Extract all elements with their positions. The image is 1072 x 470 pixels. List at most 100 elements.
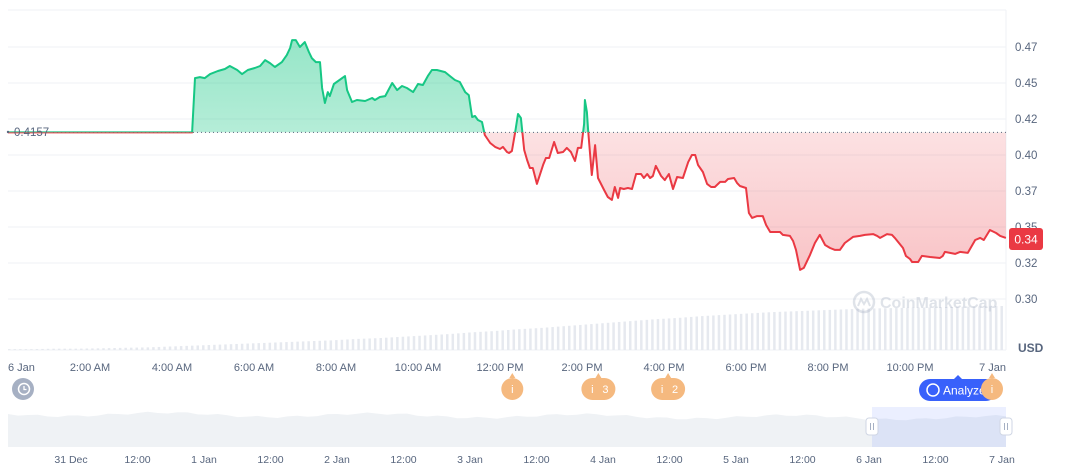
navigator-tick-label: 3 Jan (457, 454, 483, 466)
volume-bar (41, 348, 44, 350)
navigator-selection (872, 407, 1006, 447)
volume-bar (279, 342, 283, 350)
volume-bar (811, 310, 815, 350)
navigator-handle-right[interactable] (999, 417, 1013, 436)
x-tick-label: 4:00 AM (152, 362, 192, 374)
volume-bar (335, 340, 338, 350)
event-marker[interactable]: i (981, 373, 1003, 400)
volume-bar (501, 330, 504, 350)
volume-bar (579, 324, 582, 350)
volume-bar (895, 308, 898, 350)
history-button[interactable] (12, 378, 34, 400)
navigator-tick-label: 1 Jan (191, 454, 217, 466)
y-tick-label: 0.42 (1015, 114, 1037, 126)
navigator-handle-left[interactable] (865, 417, 879, 436)
navigator-tick-label: 12:00 (922, 454, 948, 466)
analyze-icon (926, 383, 940, 397)
coinmarketcap-logo-icon (852, 290, 876, 314)
analyze-pointer (954, 375, 962, 379)
event-pointer (595, 373, 602, 378)
volume-bar (340, 339, 344, 350)
volume-bar (590, 324, 593, 350)
volume-bar (423, 335, 427, 350)
watermark-text: CoinMarketCap (880, 295, 998, 312)
volume-bar (63, 348, 66, 350)
volume-bar (767, 312, 771, 350)
volume-bar (1000, 306, 1003, 350)
analyze-label: Analyze (943, 384, 986, 398)
x-tick-label: 6:00 AM (234, 362, 274, 374)
volume-bar (712, 315, 715, 350)
analyze-button[interactable]: Analyze (919, 375, 997, 401)
volume-bar (872, 308, 876, 350)
volume-bar (889, 308, 893, 350)
volume-bar (373, 338, 377, 350)
current-price-badge: 0.34 (1009, 228, 1043, 250)
volume-bar (418, 335, 421, 350)
volume-bar (795, 311, 798, 350)
volume-bar (839, 309, 843, 350)
volume-bar (19, 349, 22, 350)
volume-bar (146, 347, 150, 350)
history-button-bg[interactable] (12, 378, 34, 400)
volume-bar (52, 348, 55, 350)
volume-bar (628, 321, 632, 350)
volume-bar (407, 336, 410, 350)
volume-bar (551, 327, 554, 350)
volume-bar (994, 306, 998, 350)
volume-bar (584, 324, 588, 350)
volume-bar (312, 341, 316, 350)
volume-bar (723, 314, 726, 350)
volume-bar (662, 318, 665, 350)
logo-mark-icon (857, 296, 871, 307)
baseline-value: 0.4157 (14, 127, 49, 139)
event-info-icon: i (511, 384, 513, 396)
volume-bar (612, 322, 615, 350)
y-tick-label: 0.47 (1015, 42, 1037, 54)
currency-label: USD (1018, 341, 1044, 355)
volume-bar (950, 306, 954, 350)
volume-bar (789, 311, 793, 350)
volume-bar (817, 310, 820, 350)
volume-bar (656, 319, 660, 350)
volume-bar (357, 338, 360, 350)
volume-bar (96, 348, 100, 350)
volume-bar (390, 337, 394, 350)
volume-bar (512, 329, 516, 350)
volume-bar (529, 328, 532, 350)
navigator-tick-label: 12:00 (390, 454, 416, 466)
event-count: 3 (602, 384, 608, 396)
price-line-up (8, 39, 590, 133)
volume-bar (207, 345, 211, 350)
volume-bar (828, 309, 832, 350)
volume-bar (135, 347, 139, 350)
price-series (8, 39, 1007, 271)
event-pointer (989, 373, 995, 378)
current-price-value: 0.34 (1014, 233, 1038, 247)
volume-bar (667, 318, 671, 350)
volume-bar (701, 316, 704, 350)
navigator[interactable]: 31 Dec 12:00 1 Jan 12:00 2 Jan 12:00 3 Jan 12:0… (8, 407, 1015, 466)
volume-bar (385, 337, 388, 350)
volume-bar (623, 321, 626, 350)
volume-bar (318, 340, 321, 350)
event-info-icon: i (661, 384, 663, 396)
volume-bar (906, 307, 909, 350)
analyze-button-bg[interactable] (919, 379, 997, 401)
volume-bar (762, 312, 765, 350)
volume-bar (989, 306, 992, 350)
event-marker[interactable]: i (501, 373, 524, 400)
volume-bar (784, 311, 787, 350)
volume-bar (285, 342, 288, 350)
volume-bar (30, 349, 33, 350)
volume-bar (107, 348, 111, 350)
volume-bar (617, 321, 621, 350)
volume-bar (800, 310, 804, 350)
volume-bar (706, 315, 710, 350)
volume-bar (257, 343, 260, 350)
volume-bar (213, 344, 216, 350)
